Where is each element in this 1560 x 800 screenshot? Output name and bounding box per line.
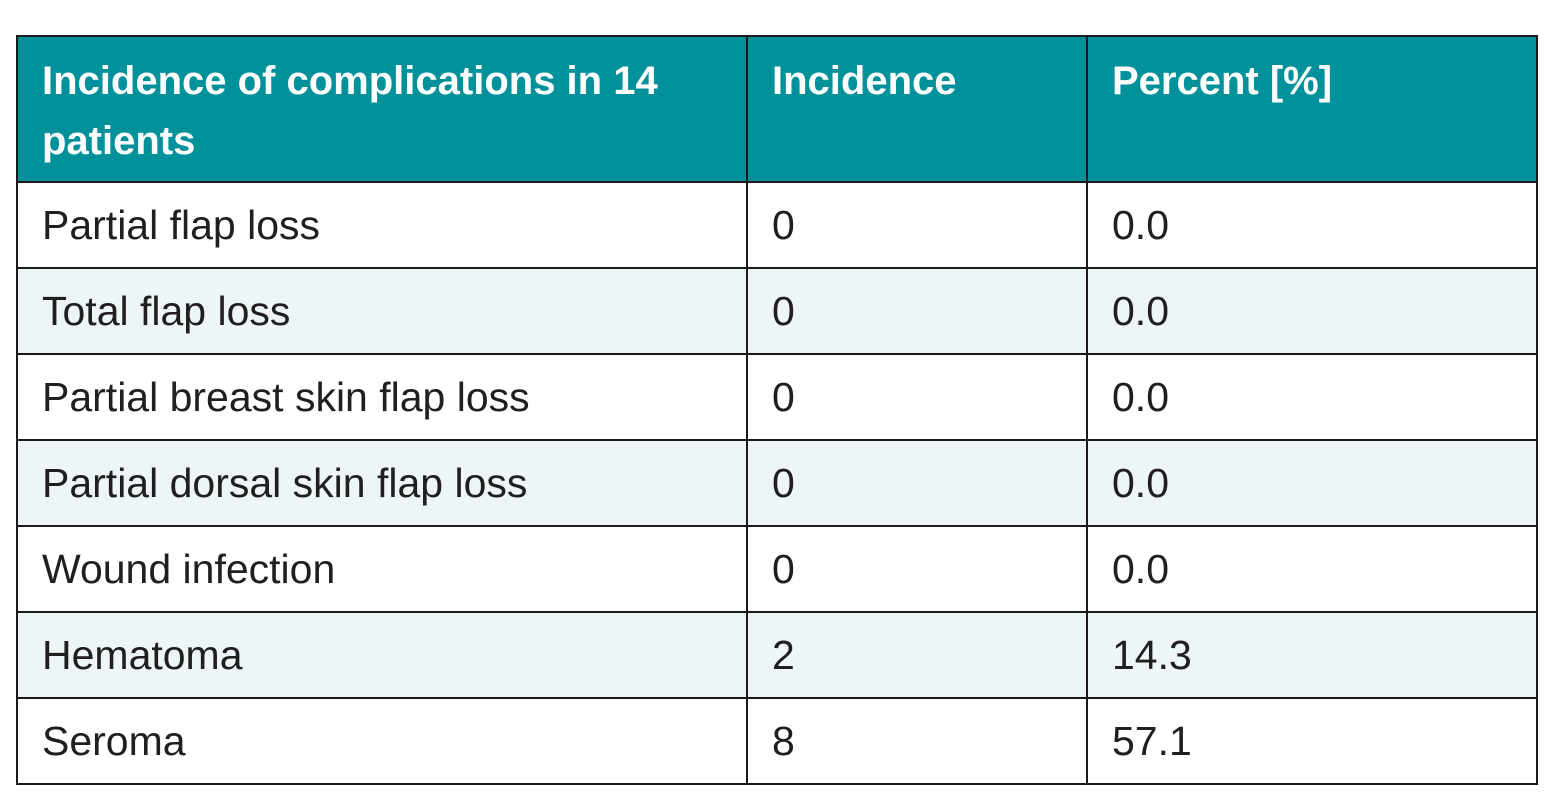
table-row: Wound infection 0 0.0 [16, 525, 1538, 613]
cell-percent: 0.0 [1086, 439, 1538, 527]
header-row: Incidence of complications in 14 patient… [16, 35, 1538, 183]
cell-percent: 0.0 [1086, 353, 1538, 441]
cell-incidence: 2 [746, 611, 1088, 699]
header-percent: Percent [%] [1086, 35, 1538, 183]
cell-incidence: 0 [746, 439, 1088, 527]
cell-percent: 0.0 [1086, 525, 1538, 613]
cell-complication: Wound infection [16, 525, 748, 613]
table-body: Partial flap loss 0 0.0 Total flap loss … [16, 181, 1538, 785]
cell-complication: Partial flap loss [16, 181, 748, 269]
header-incidence: Incidence [746, 35, 1088, 183]
table-header: Incidence of complications in 14 patient… [16, 35, 1538, 183]
cell-incidence: 0 [746, 353, 1088, 441]
cell-complication: Hematoma [16, 611, 748, 699]
cell-percent: 0.0 [1086, 181, 1538, 269]
cell-complication: Partial dorsal skin flap loss [16, 439, 748, 527]
table-row: Partial flap loss 0 0.0 [16, 181, 1538, 269]
cell-complication: Total flap loss [16, 267, 748, 355]
cell-complication: Seroma [16, 697, 748, 785]
cell-percent: 0.0 [1086, 267, 1538, 355]
table-row: Seroma 8 57.1 [16, 697, 1538, 785]
table-row: Hematoma 2 14.3 [16, 611, 1538, 699]
cell-incidence: 0 [746, 181, 1088, 269]
cell-complication: Partial breast skin flap loss [16, 353, 748, 441]
header-complication: Incidence of complications in 14 patient… [16, 35, 748, 183]
cell-percent: 57.1 [1086, 697, 1538, 785]
cell-incidence: 0 [746, 525, 1088, 613]
complications-table-container: Incidence of complications in 14 patient… [16, 35, 1538, 785]
table-row: Partial dorsal skin flap loss 0 0.0 [16, 439, 1538, 527]
cell-percent: 14.3 [1086, 611, 1538, 699]
complications-table: Incidence of complications in 14 patient… [16, 35, 1538, 785]
table-row: Partial breast skin flap loss 0 0.0 [16, 353, 1538, 441]
cell-incidence: 0 [746, 267, 1088, 355]
table-row: Total flap loss 0 0.0 [16, 267, 1538, 355]
cell-incidence: 8 [746, 697, 1088, 785]
